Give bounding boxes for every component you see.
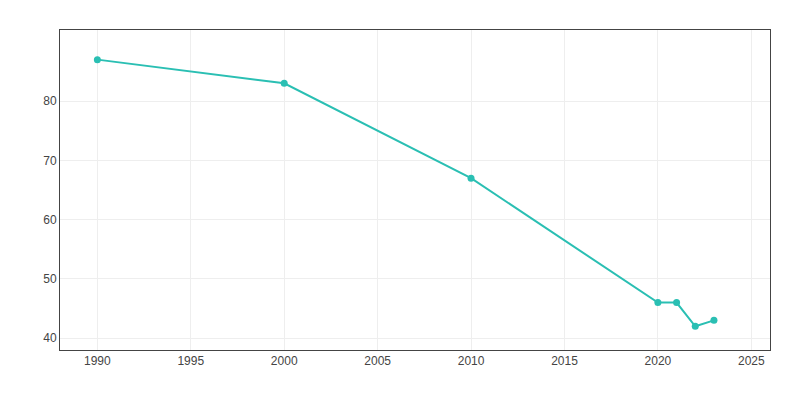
svg-text:40: 40 — [43, 331, 57, 345]
svg-text:1995: 1995 — [177, 354, 204, 368]
svg-text:50: 50 — [43, 272, 57, 286]
svg-text:2015: 2015 — [551, 354, 578, 368]
svg-text:1990: 1990 — [84, 354, 111, 368]
svg-text:2000: 2000 — [271, 354, 298, 368]
svg-text:2025: 2025 — [738, 354, 765, 368]
svg-text:60: 60 — [43, 213, 57, 227]
svg-text:2005: 2005 — [364, 354, 391, 368]
svg-text:2010: 2010 — [458, 354, 485, 368]
svg-text:80: 80 — [43, 94, 57, 108]
svg-text:2020: 2020 — [645, 354, 672, 368]
svg-text:70: 70 — [43, 154, 57, 168]
